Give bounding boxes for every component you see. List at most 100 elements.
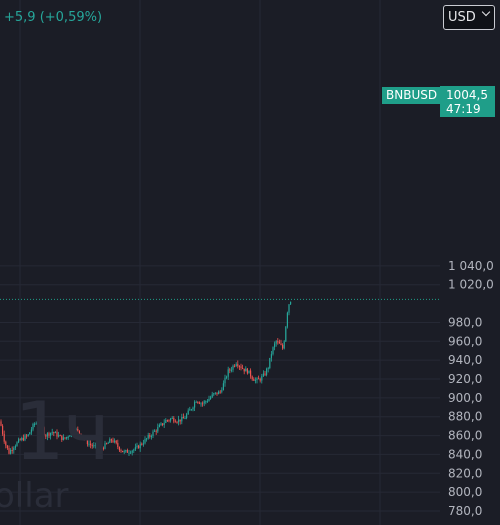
candle-body [51,432,53,434]
candle-body [270,354,272,358]
candle-body [160,423,162,425]
candle-body [125,450,127,452]
candle-body [181,416,183,422]
price-change: +5,9 (+0,59%) [4,10,103,25]
candle-body [83,437,85,439]
candle-body [224,377,226,384]
candle-body [8,448,10,454]
candle-body [53,432,55,434]
candle-body [142,443,144,445]
candle-body [261,376,263,381]
candle-body [267,368,269,370]
chevron-down-icon [481,7,491,17]
candle-body [259,378,261,381]
candle-body [147,435,149,439]
candle-body [0,421,2,426]
candle-body [67,436,69,438]
candle-body [138,445,140,449]
candle-body [248,370,250,374]
candle-body [171,417,173,419]
candle-body [154,430,156,432]
candle-body [254,380,256,382]
candle-body [66,436,68,439]
candle-body [162,423,164,425]
candle-body [115,440,117,444]
candle-body [170,418,172,421]
candle-body [131,450,133,453]
candle-body [186,414,188,419]
candle-body [40,421,42,423]
candle-body [266,368,268,375]
candle-body [194,402,196,408]
candle-body [98,448,100,450]
candle-body [253,379,255,381]
candle-body [38,421,40,424]
price-axis-tick: 820,0 [448,466,482,480]
candle-body [80,433,82,437]
candle-body [198,402,200,404]
candle-body [58,435,60,437]
candle-body [99,447,101,449]
candle-body [90,443,92,445]
candle-body [29,432,31,435]
candle-body [174,421,176,423]
candle-body [46,433,48,437]
price-axis-tick: 880,0 [448,410,482,424]
candle-body [251,376,253,380]
candle-body [258,378,260,380]
price-axis-tick: 960,0 [448,334,482,348]
candle-body [75,428,77,434]
candle-body [210,397,212,399]
candle-body [14,446,16,448]
candle-body [176,422,178,424]
candle-body [277,341,279,343]
candle-body [283,341,285,349]
price-axis-tick: 780,0 [448,504,482,518]
candle-body [149,435,151,437]
candle-body [218,391,220,395]
candle-body [107,442,109,444]
watermark-quote: ollar [0,476,69,516]
candle-body [91,444,93,447]
candle-body [202,403,204,405]
candle-body [237,364,239,367]
candle-body [290,301,292,305]
candle-body [234,365,236,367]
candle-body [32,424,34,430]
candle-body [227,369,229,377]
candle-body [70,432,72,436]
candle-body [62,437,64,440]
candle-body [216,392,218,395]
price-axis-tick: 980,0 [448,315,482,329]
candle-body [114,440,116,442]
candle-body [24,435,26,441]
candle-body [189,409,191,411]
candle-body [206,401,208,403]
candle-body [16,442,18,447]
candle-body [102,447,104,449]
candle-body [275,341,277,344]
candle-body [22,437,24,441]
chart-grid [0,0,440,525]
candle-body [158,424,160,428]
candle-body [240,366,242,368]
currency-select[interactable]: USD [443,5,495,30]
candle-body [77,428,79,431]
candle-body [45,435,47,437]
candle-body [133,449,135,451]
candle-body [243,368,245,372]
candle-body [139,443,141,449]
price-axis-tick: 940,0 [448,353,482,367]
candle-body [219,391,221,393]
candle-body [285,326,287,342]
candle-body [118,447,120,451]
candle-body [155,430,157,432]
candle-body [34,423,36,425]
candle-body [238,366,240,368]
candle-body [96,445,98,449]
candle-body [30,429,32,433]
price-axis-tick: 1 040,0 [448,259,494,273]
candle-body [93,445,95,447]
candle-body [64,437,66,439]
